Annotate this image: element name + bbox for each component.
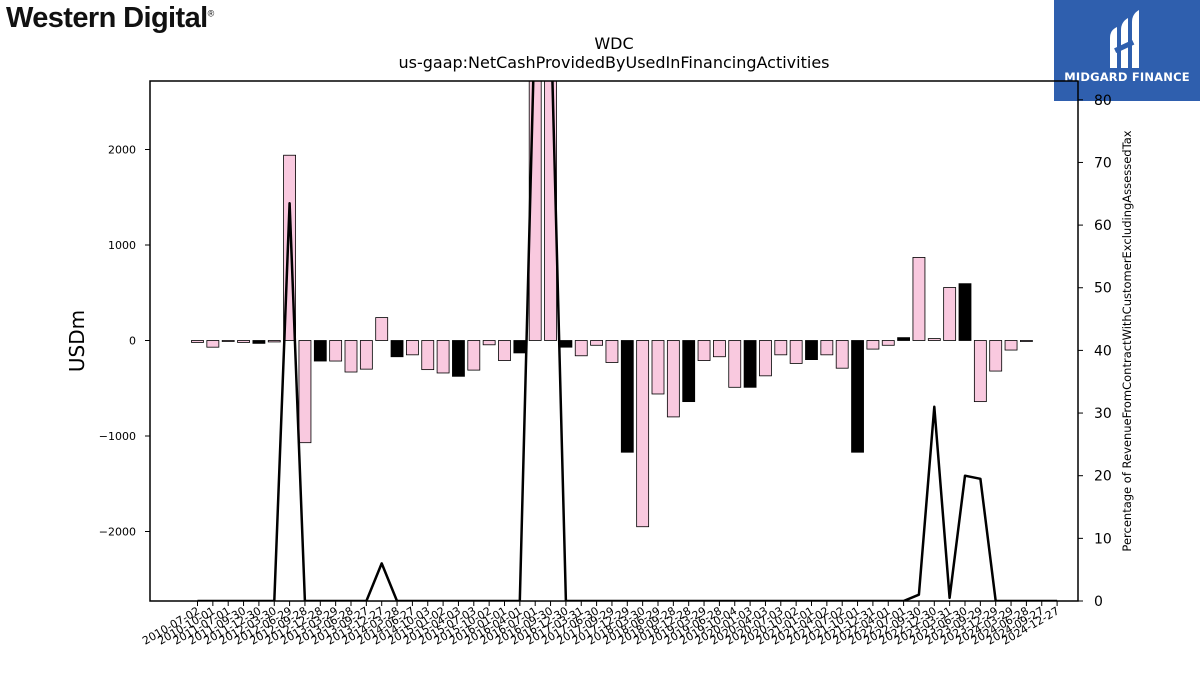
bar [221, 340, 235, 342]
bar [313, 340, 327, 362]
western-digital-logo: Western Digital® [6, 2, 214, 35]
bar [989, 340, 1003, 372]
midgard-logo-icon [1110, 10, 1139, 68]
y-right-tick-label: 60 [1094, 218, 1112, 234]
bar [789, 340, 803, 364]
bar [498, 340, 511, 361]
bar [851, 340, 864, 453]
bar [1020, 340, 1033, 342]
bar [805, 340, 818, 361]
bar [390, 340, 404, 358]
bar [666, 340, 680, 418]
chart-title: WDC [594, 34, 633, 53]
y-right-tick-label: 20 [1094, 469, 1112, 485]
bar [881, 340, 895, 346]
bar [1004, 340, 1018, 351]
logo-text: Western Digital [6, 2, 208, 34]
bar [252, 340, 266, 344]
y-right-tick-label: 40 [1094, 343, 1112, 359]
midgard-logo-text: MIDGARD FINANCE [1064, 70, 1190, 84]
bar [958, 283, 972, 341]
bar [713, 340, 726, 358]
bar [329, 340, 343, 362]
bar [651, 340, 665, 395]
bar [206, 340, 220, 348]
y-tick-label: −2000 [99, 526, 136, 539]
bar [728, 340, 742, 388]
y-tick-label: −1000 [99, 430, 136, 443]
bar [452, 340, 465, 377]
registered-mark: ® [207, 8, 215, 19]
y-axis-label: USDm [65, 310, 89, 372]
bar [559, 340, 573, 348]
bar [482, 340, 496, 346]
pct-series-line [197, 81, 1058, 601]
y-right-tick-label: 50 [1094, 281, 1112, 297]
chart-subtitle: us-gaap:NetCashProvidedByUsedInFinancing… [398, 53, 829, 72]
bar [436, 340, 450, 374]
bar [927, 338, 941, 341]
bar [636, 340, 650, 528]
bar [697, 340, 711, 361]
bar [513, 340, 527, 354]
bar [375, 317, 389, 341]
y-right-tick-label: 70 [1094, 155, 1112, 171]
bar [866, 340, 880, 350]
bar [743, 340, 757, 388]
bar [973, 340, 987, 403]
y-right-tick-label: 10 [1094, 531, 1112, 547]
bar [943, 287, 957, 341]
bar [237, 340, 250, 343]
bar [897, 337, 910, 341]
bar [191, 340, 204, 343]
bar [298, 340, 312, 444]
bar [820, 340, 834, 356]
y-axis-right-label: Percentage of RevenueFromContractWithCus… [1120, 130, 1134, 551]
bar [620, 340, 634, 453]
bar [590, 340, 603, 346]
y-right-tick-label: 80 [1094, 93, 1112, 109]
bar [835, 340, 849, 369]
y-right-tick-label: 30 [1094, 406, 1112, 422]
y-tick-label: 1000 [108, 239, 136, 252]
bar [421, 340, 435, 371]
bar [359, 340, 373, 370]
bar [682, 340, 696, 403]
bar [912, 257, 926, 341]
bar [344, 340, 358, 373]
bar [267, 340, 281, 343]
bar [405, 340, 419, 356]
bar [467, 340, 481, 371]
y-tick-label: 2000 [108, 144, 136, 157]
bar [574, 340, 588, 357]
bar [605, 340, 619, 363]
y-tick-label: 0 [129, 335, 136, 348]
y-right-tick-label: 0 [1094, 594, 1103, 610]
bar [774, 340, 788, 356]
bar [759, 340, 772, 377]
